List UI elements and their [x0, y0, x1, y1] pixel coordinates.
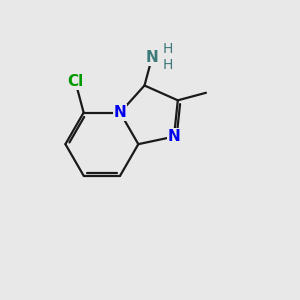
- Text: H: H: [163, 42, 173, 56]
- Text: N: N: [168, 129, 180, 144]
- Text: N: N: [146, 50, 158, 65]
- Text: H: H: [163, 58, 173, 73]
- Text: Cl: Cl: [67, 74, 83, 89]
- Text: N: N: [114, 105, 127, 120]
